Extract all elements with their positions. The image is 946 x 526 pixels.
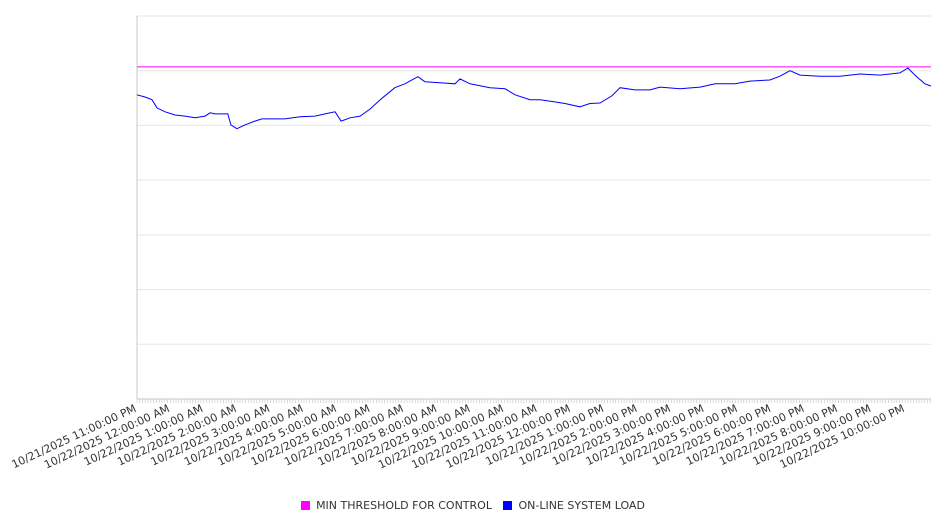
legend-swatch-load: [503, 501, 513, 510]
legend: MIN THRESHOLD FOR CONTROL ON-LINE SYSTEM…: [0, 499, 946, 513]
legend-item-load[interactable]: ON-LINE SYSTEM LOAD: [503, 499, 645, 512]
series-line-system-load: [136, 67, 932, 130]
legend-swatch-threshold: [301, 501, 311, 510]
legend-label-threshold: MIN THRESHOLD FOR CONTROL: [316, 499, 492, 512]
legend-item-threshold[interactable]: MIN THRESHOLD FOR CONTROL: [301, 499, 492, 512]
legend-label-load: ON-LINE SYSTEM LOAD: [518, 499, 645, 512]
